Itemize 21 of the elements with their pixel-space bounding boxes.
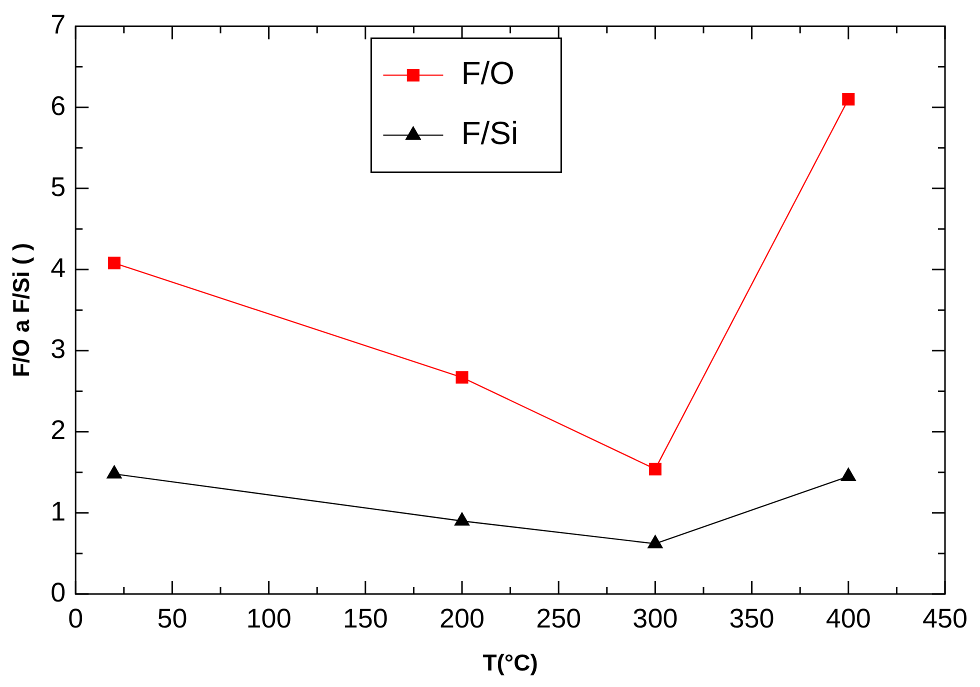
legend-label: F/O [461, 55, 515, 92]
legend-label: F/Si [461, 115, 518, 152]
y-tick-label: 7 [50, 10, 66, 40]
x-axis-title: T(°C) [482, 650, 538, 676]
x-tick-label: 250 [536, 604, 582, 634]
x-tick-label: 100 [246, 604, 292, 634]
x-tick-label: 450 [922, 604, 968, 634]
x-tick-label: 400 [826, 604, 871, 634]
y-tick-label: 3 [50, 334, 66, 364]
x-tick-label: 300 [632, 604, 678, 634]
x-tick-label: 350 [729, 604, 774, 634]
y-axis-title: F/O a F/Si ( ) [8, 243, 34, 378]
y-tick-label: 5 [50, 172, 66, 202]
x-tick-label: 50 [157, 604, 188, 634]
y-tick-label: 2 [50, 415, 66, 446]
x-tick-label: 150 [342, 604, 388, 634]
y-tick-label: 6 [50, 90, 66, 121]
y-tick-label: 0 [50, 577, 66, 608]
x-tick-label: 200 [439, 604, 485, 634]
y-tick-label: 1 [50, 496, 66, 526]
y-tick-label: 4 [50, 252, 66, 283]
